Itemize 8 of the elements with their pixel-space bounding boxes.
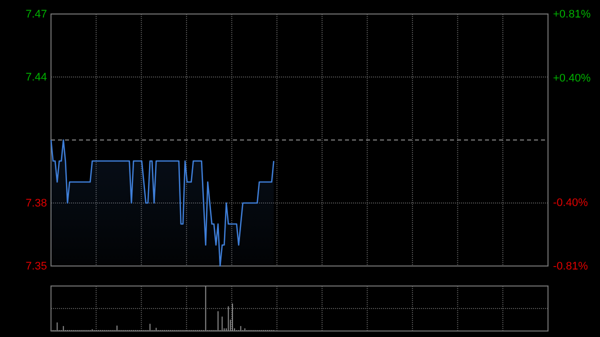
y-tick-label: 7.35 — [26, 260, 47, 273]
y2-tick-label: -0.81% — [553, 260, 588, 273]
y-tick-label: 7.38 — [26, 198, 47, 210]
y2-tick-label: +0.81% — [553, 8, 591, 21]
y-tick-label: 7.44 — [26, 72, 47, 84]
y-tick-label: 7.47 — [26, 8, 47, 21]
y2-tick-label: -0.40% — [553, 196, 588, 209]
y2-tick-label: +0.40% — [553, 72, 591, 84]
